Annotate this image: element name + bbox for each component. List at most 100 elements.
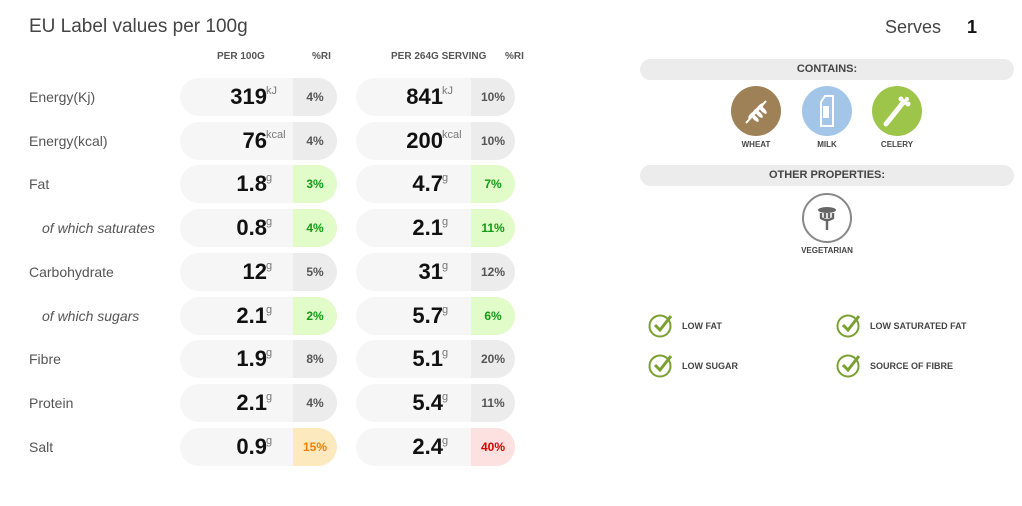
per-serving-value: 200: [406, 127, 443, 153]
per100-value: 319: [230, 84, 267, 109]
per100-pill: 2.1 g 4%: [180, 383, 337, 422]
ri-per100: 5%: [293, 252, 337, 291]
ri-per-serving: 40%: [471, 427, 515, 466]
per100-value: 2.1: [236, 389, 267, 415]
per-serving-pill: 5.1 g 20%: [356, 340, 515, 379]
per100-value: 0.8: [236, 215, 267, 241]
ri-per-serving: 11%: [471, 383, 515, 422]
ri-per-serving: 12%: [471, 252, 515, 291]
per100-pill: 2.1 g 2%: [180, 296, 337, 335]
per-serving-pill: 5.4 g 11%: [356, 383, 515, 422]
nutrient-label: Carbohydrate: [29, 263, 114, 280]
check-icon: [648, 352, 674, 380]
unit: kJ: [442, 85, 453, 97]
col-per-serving: PER 264G SERVING: [391, 51, 487, 62]
nutrient-row: Carbohydrate 12 g 5% 31 g 12%: [0, 252, 540, 291]
unit: g: [266, 347, 273, 360]
per100-pill: 1.9 g 8%: [180, 340, 337, 379]
ri-per100: 2%: [293, 296, 337, 335]
per-serving-value: 2.1: [412, 215, 443, 241]
unit: g: [442, 303, 449, 316]
unit: g: [442, 434, 449, 447]
ri-per-serving: 7%: [471, 165, 515, 204]
serves-value: 1: [967, 17, 978, 37]
wheat-label: WHEAT: [741, 140, 771, 149]
per-serving-value: 31: [418, 258, 443, 284]
celery-icon: [872, 86, 922, 136]
unit: g: [266, 303, 273, 316]
vegetarian-label: VEGETARIAN: [801, 246, 853, 255]
ri-per-serving: 10%: [471, 121, 515, 160]
nutrient-label: Fat: [29, 176, 50, 193]
per-serving-value: 5.4: [412, 389, 443, 415]
wheat-icon: [731, 86, 781, 136]
per100-value: 76: [242, 127, 267, 153]
per-serving-pill: 2.4 g 40%: [356, 427, 515, 466]
unit: g: [442, 390, 449, 403]
per100-pill: 1.8 g 3%: [180, 165, 337, 204]
unit: kcal: [442, 128, 462, 141]
nutrient-row: Protein 2.1 g 4% 5.4 g 11%: [0, 383, 540, 422]
per100-pill: 12 g 5%: [180, 252, 337, 291]
ri-per100: 4%: [293, 383, 337, 422]
per100-pill: 0.8 g 4%: [180, 209, 337, 248]
unit: g: [266, 390, 273, 403]
claim-label: LOW SUGAR: [682, 361, 738, 371]
per100-value: 12: [242, 258, 267, 284]
ri-per100: 4%: [293, 78, 337, 116]
serves-label: Serves: [885, 17, 942, 37]
per-serving-pill: 4.7 g 7%: [356, 165, 515, 204]
per100-value: 1.9: [236, 346, 267, 372]
per-serving-pill: 841 kJ 10%: [356, 78, 515, 116]
nutrient-row: of which saturates 0.8 g 4% 2.1 g 11%: [0, 209, 540, 248]
unit: g: [442, 216, 449, 229]
ri-per100: 15%: [293, 427, 337, 466]
unit: kJ: [266, 85, 277, 97]
ri-per-serving: 20%: [471, 340, 515, 379]
nutrient-row: Fibre 1.9 g 8% 5.1 g 20%: [0, 340, 540, 379]
contains-heading: CONTAINS:: [640, 59, 1014, 80]
nutrient-label: Fibre: [29, 351, 61, 368]
per100-value: 0.9: [236, 433, 267, 459]
check-icon: [836, 312, 862, 340]
unit: kcal: [266, 128, 286, 141]
ri-per100: 4%: [293, 121, 337, 160]
per-serving-pill: 200 kcal 10%: [356, 121, 515, 160]
unit: g: [442, 172, 449, 185]
unit: g: [266, 216, 273, 229]
unit: g: [442, 347, 449, 360]
nutrient-label: Energy(kcal): [29, 132, 108, 149]
nutrient-row: Energy(Kj) 319 kJ 4% 841 kJ 10%: [0, 78, 540, 116]
claim-low-sugar: LOW SUGAR: [648, 352, 738, 380]
per-serving-value: 5.1: [412, 346, 443, 372]
milk-label: MILK: [817, 140, 837, 149]
check-icon: [836, 352, 862, 380]
nutrient-label: of which saturates: [42, 220, 155, 237]
ri-per100: 8%: [293, 340, 337, 379]
per-serving-value: 4.7: [412, 171, 443, 197]
ri-per-serving: 11%: [471, 209, 515, 248]
per-serving-value: 5.7: [412, 302, 443, 328]
unit: g: [266, 259, 273, 272]
col-ri1: %RI: [312, 51, 331, 62]
nutrient-label: Energy(Kj): [29, 89, 96, 105]
per100-pill: 76 kcal 4%: [180, 121, 337, 160]
unit: g: [266, 434, 273, 447]
per100-value: 2.1: [236, 302, 267, 328]
other-properties-heading: OTHER PROPERTIES:: [640, 165, 1014, 186]
per-serving-value: 841: [406, 84, 443, 109]
ri-per-serving: 10%: [471, 78, 515, 116]
page-title: EU Label values per 100g: [29, 16, 248, 37]
per-serving-pill: 5.7 g 6%: [356, 296, 515, 335]
per-serving-value: 2.4: [412, 433, 443, 459]
per-serving-pill: 31 g 12%: [356, 252, 515, 291]
claim-low-fat: LOW FAT: [648, 312, 722, 340]
nutrient-label: Protein: [29, 394, 74, 411]
nutrient-label: of which sugars: [42, 307, 140, 324]
ri-per100: 3%: [293, 165, 337, 204]
ri-per100: 4%: [293, 209, 337, 248]
nutrient-row: Salt 0.9 g 15% 2.4 g 40%: [0, 427, 540, 466]
claim-label: LOW FAT: [682, 321, 722, 331]
vegetarian-icon: [802, 193, 852, 243]
celery-label: CELERY: [880, 140, 914, 149]
